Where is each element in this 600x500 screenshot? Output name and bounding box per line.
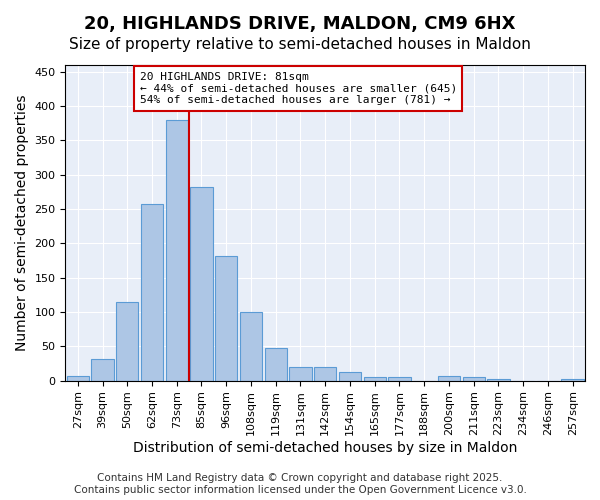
Text: Contains HM Land Registry data © Crown copyright and database right 2025.
Contai: Contains HM Land Registry data © Crown c… — [74, 474, 526, 495]
Text: 20, HIGHLANDS DRIVE, MALDON, CM9 6HX: 20, HIGHLANDS DRIVE, MALDON, CM9 6HX — [84, 15, 516, 33]
Bar — [438, 376, 460, 380]
Bar — [388, 378, 410, 380]
Bar — [364, 376, 386, 380]
Bar — [314, 367, 337, 380]
Text: Size of property relative to semi-detached houses in Maldon: Size of property relative to semi-detach… — [69, 38, 531, 52]
Bar — [116, 302, 139, 380]
Bar — [141, 204, 163, 380]
Bar — [265, 348, 287, 380]
Bar — [289, 367, 311, 380]
X-axis label: Distribution of semi-detached houses by size in Maldon: Distribution of semi-detached houses by … — [133, 441, 517, 455]
Bar — [67, 376, 89, 380]
Bar — [215, 256, 238, 380]
Bar — [562, 378, 584, 380]
Y-axis label: Number of semi-detached properties: Number of semi-detached properties — [15, 94, 29, 351]
Bar — [190, 187, 212, 380]
Bar — [91, 359, 113, 380]
Bar — [240, 312, 262, 380]
Bar — [166, 120, 188, 380]
Bar — [339, 372, 361, 380]
Bar — [463, 376, 485, 380]
Text: 20 HIGHLANDS DRIVE: 81sqm
← 44% of semi-detached houses are smaller (645)
54% of: 20 HIGHLANDS DRIVE: 81sqm ← 44% of semi-… — [140, 72, 457, 105]
